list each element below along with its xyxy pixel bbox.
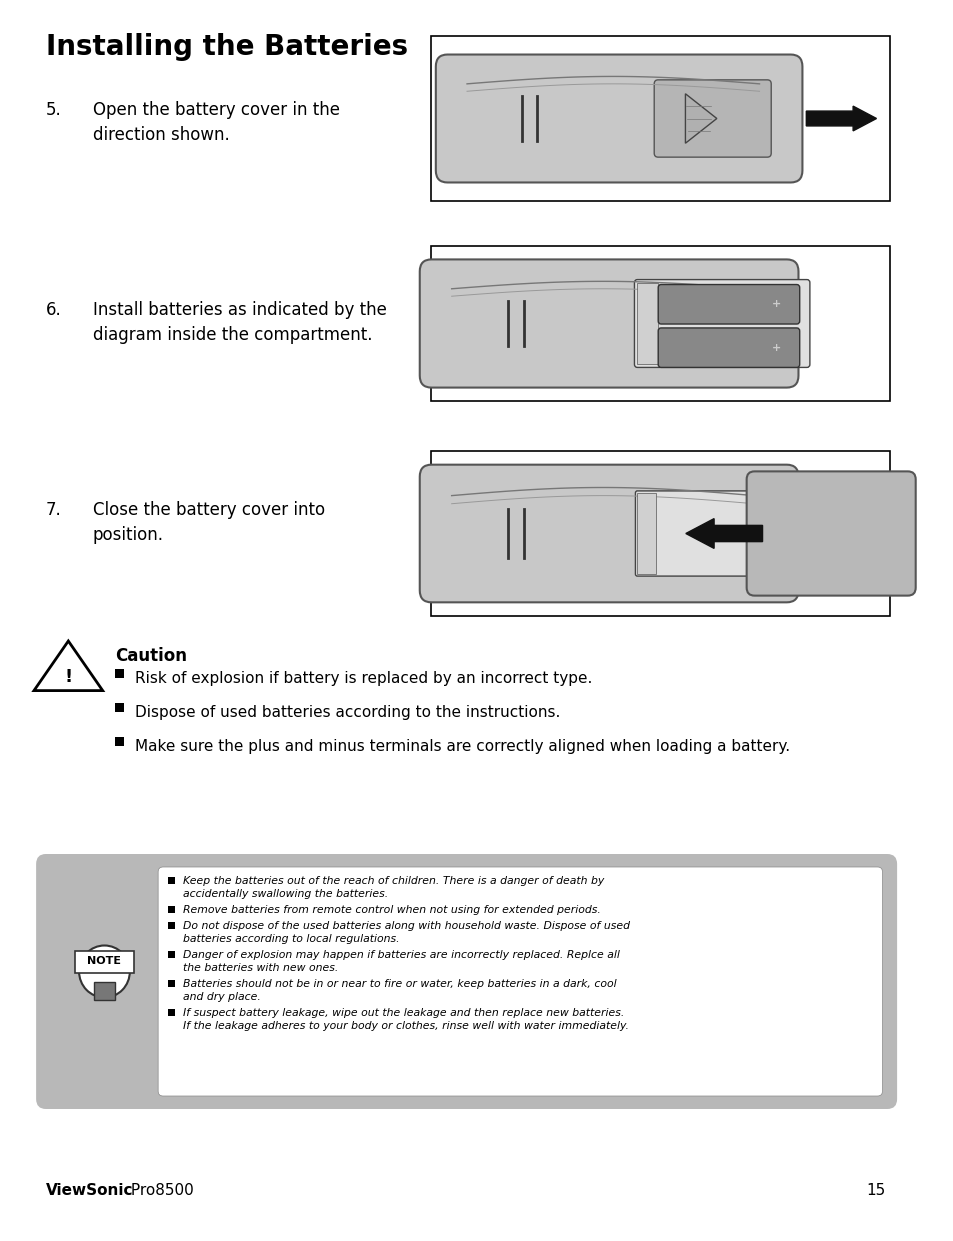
FancyArrow shape xyxy=(685,519,761,549)
Bar xyxy=(168,877,174,884)
Text: NOTE: NOTE xyxy=(88,957,121,967)
Text: Risk of explosion if battery is replaced by an incorrect type.: Risk of explosion if battery is replaced… xyxy=(134,671,592,686)
FancyBboxPatch shape xyxy=(436,55,801,182)
Bar xyxy=(431,450,889,616)
Text: If suspect battery leakage, wipe out the leakage and then replace new batteries.: If suspect battery leakage, wipe out the… xyxy=(182,1008,623,1018)
Bar xyxy=(168,980,174,987)
Text: 7.: 7. xyxy=(46,501,62,519)
Bar xyxy=(168,922,174,930)
Text: batteries according to local regulations.: batteries according to local regulations… xyxy=(182,934,398,944)
Circle shape xyxy=(79,946,130,998)
FancyBboxPatch shape xyxy=(419,259,798,387)
Bar xyxy=(115,669,124,678)
FancyBboxPatch shape xyxy=(75,951,133,973)
Text: Keep the batteries out of the reach of children. There is a danger of death by: Keep the batteries out of the reach of c… xyxy=(182,876,603,886)
Text: +: + xyxy=(705,521,713,531)
Text: and dry place.: and dry place. xyxy=(182,992,260,1001)
FancyBboxPatch shape xyxy=(746,472,915,596)
Text: Remove batteries from remote control when not using for extended periods.: Remove batteries from remote control whe… xyxy=(182,905,599,915)
Bar xyxy=(93,982,115,999)
FancyBboxPatch shape xyxy=(158,867,882,1096)
Text: 6.: 6. xyxy=(46,302,62,319)
Text: Caution: Caution xyxy=(115,647,187,665)
FancyBboxPatch shape xyxy=(654,79,770,158)
FancyArrow shape xyxy=(805,107,876,130)
Text: If the leakage adheres to your body or clothes, rinse well with water immediatel: If the leakage adheres to your body or c… xyxy=(182,1021,628,1031)
Text: 5.: 5. xyxy=(46,101,62,119)
Text: Open the battery cover in the
direction shown.: Open the battery cover in the direction … xyxy=(92,101,339,144)
Text: Close the battery cover into
position.: Close the battery cover into position. xyxy=(92,501,325,544)
Text: Pro8500: Pro8500 xyxy=(126,1183,193,1198)
Text: 15: 15 xyxy=(865,1183,884,1198)
Bar xyxy=(431,36,889,201)
Text: +: + xyxy=(771,299,781,309)
Text: accidentally swallowing the batteries.: accidentally swallowing the batteries. xyxy=(182,889,387,898)
Text: ViewSonic: ViewSonic xyxy=(46,1183,133,1198)
Bar xyxy=(637,283,657,365)
Text: !: ! xyxy=(64,668,72,686)
Bar xyxy=(431,246,889,401)
Bar xyxy=(115,702,124,712)
FancyBboxPatch shape xyxy=(658,328,799,367)
Bar xyxy=(168,951,174,958)
Polygon shape xyxy=(34,642,103,690)
FancyBboxPatch shape xyxy=(635,491,760,576)
Text: Batteries should not be in or near to fire or water, keep batteries in a dark, c: Batteries should not be in or near to fi… xyxy=(182,979,616,989)
Text: Danger of explosion may happen if batteries are incorrectly replaced. Replce all: Danger of explosion may happen if batter… xyxy=(182,951,618,961)
Bar xyxy=(115,737,124,746)
Text: Install batteries as indicated by the
diagram inside the compartment.: Install batteries as indicated by the di… xyxy=(92,302,386,344)
FancyBboxPatch shape xyxy=(419,464,798,602)
Text: Dispose of used batteries according to the instructions.: Dispose of used batteries according to t… xyxy=(134,705,559,720)
FancyBboxPatch shape xyxy=(658,284,799,324)
Polygon shape xyxy=(684,94,716,143)
FancyBboxPatch shape xyxy=(634,279,809,367)
Text: Do not dispose of the used batteries along with household waste. Dispose of used: Do not dispose of the used batteries alo… xyxy=(182,921,629,931)
Bar xyxy=(168,1009,174,1016)
Text: Installing the Batteries: Installing the Batteries xyxy=(46,34,408,61)
FancyBboxPatch shape xyxy=(36,854,896,1109)
Bar xyxy=(637,493,655,575)
Text: Make sure the plus and minus terminals are correctly aligned when loading a batt: Make sure the plus and minus terminals a… xyxy=(134,738,789,755)
Text: +: + xyxy=(771,343,781,352)
Text: the batteries with new ones.: the batteries with new ones. xyxy=(182,963,337,973)
Bar xyxy=(168,906,174,913)
